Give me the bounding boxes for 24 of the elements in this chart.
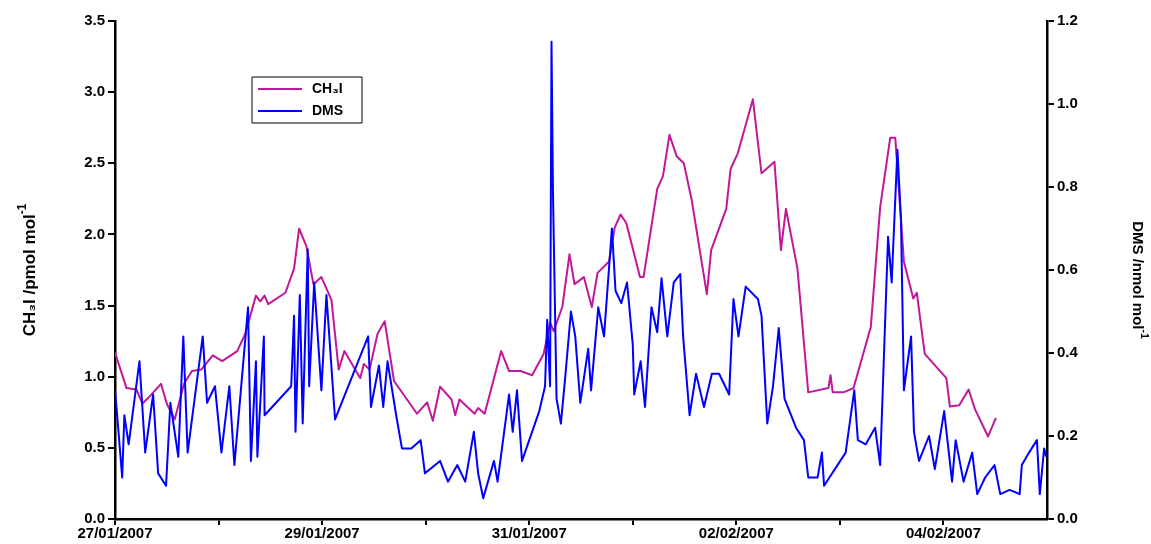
y2-tick-label: 1.0 xyxy=(1057,94,1078,112)
y2-tick-label: 0.6 xyxy=(1057,260,1078,278)
y-tick-label: 2.0 xyxy=(84,224,105,242)
y-tick-label: 1.5 xyxy=(84,295,105,313)
y2-tick-label: 0.4 xyxy=(1057,343,1079,361)
y-tick-label: 0.5 xyxy=(84,438,105,455)
y-tick-label: 3.0 xyxy=(84,82,105,100)
y-tick-label: 1.0 xyxy=(84,366,105,384)
y-tick-label: 0.0 xyxy=(84,509,105,527)
x-tick-label: 29/01/2007 xyxy=(284,524,360,542)
y2-tick-label: 0.8 xyxy=(1057,177,1078,195)
x-tick-label: 27/01/2007 xyxy=(77,524,153,542)
y2-tick-label: 1.2 xyxy=(1057,11,1078,29)
y-tick-label: 3.5 xyxy=(84,11,105,29)
legend-label: CH₃I xyxy=(312,79,343,96)
y2-tick-label: 0.0 xyxy=(1057,509,1078,527)
y-axis-title: CH₃I /pmol mol-1 xyxy=(14,203,39,337)
y-tick-label: 2.5 xyxy=(84,153,105,171)
x-tick-label: 31/01/2007 xyxy=(491,524,567,542)
x-tick-label: 02/02/2007 xyxy=(698,524,774,542)
y2-axis-title: DMS /nmol mol-1 xyxy=(1129,221,1151,339)
x-tick-label: 04/02/2007 xyxy=(905,524,981,542)
y2-tick-label: 0.2 xyxy=(1057,426,1078,444)
legend-label: DMS xyxy=(312,101,344,118)
